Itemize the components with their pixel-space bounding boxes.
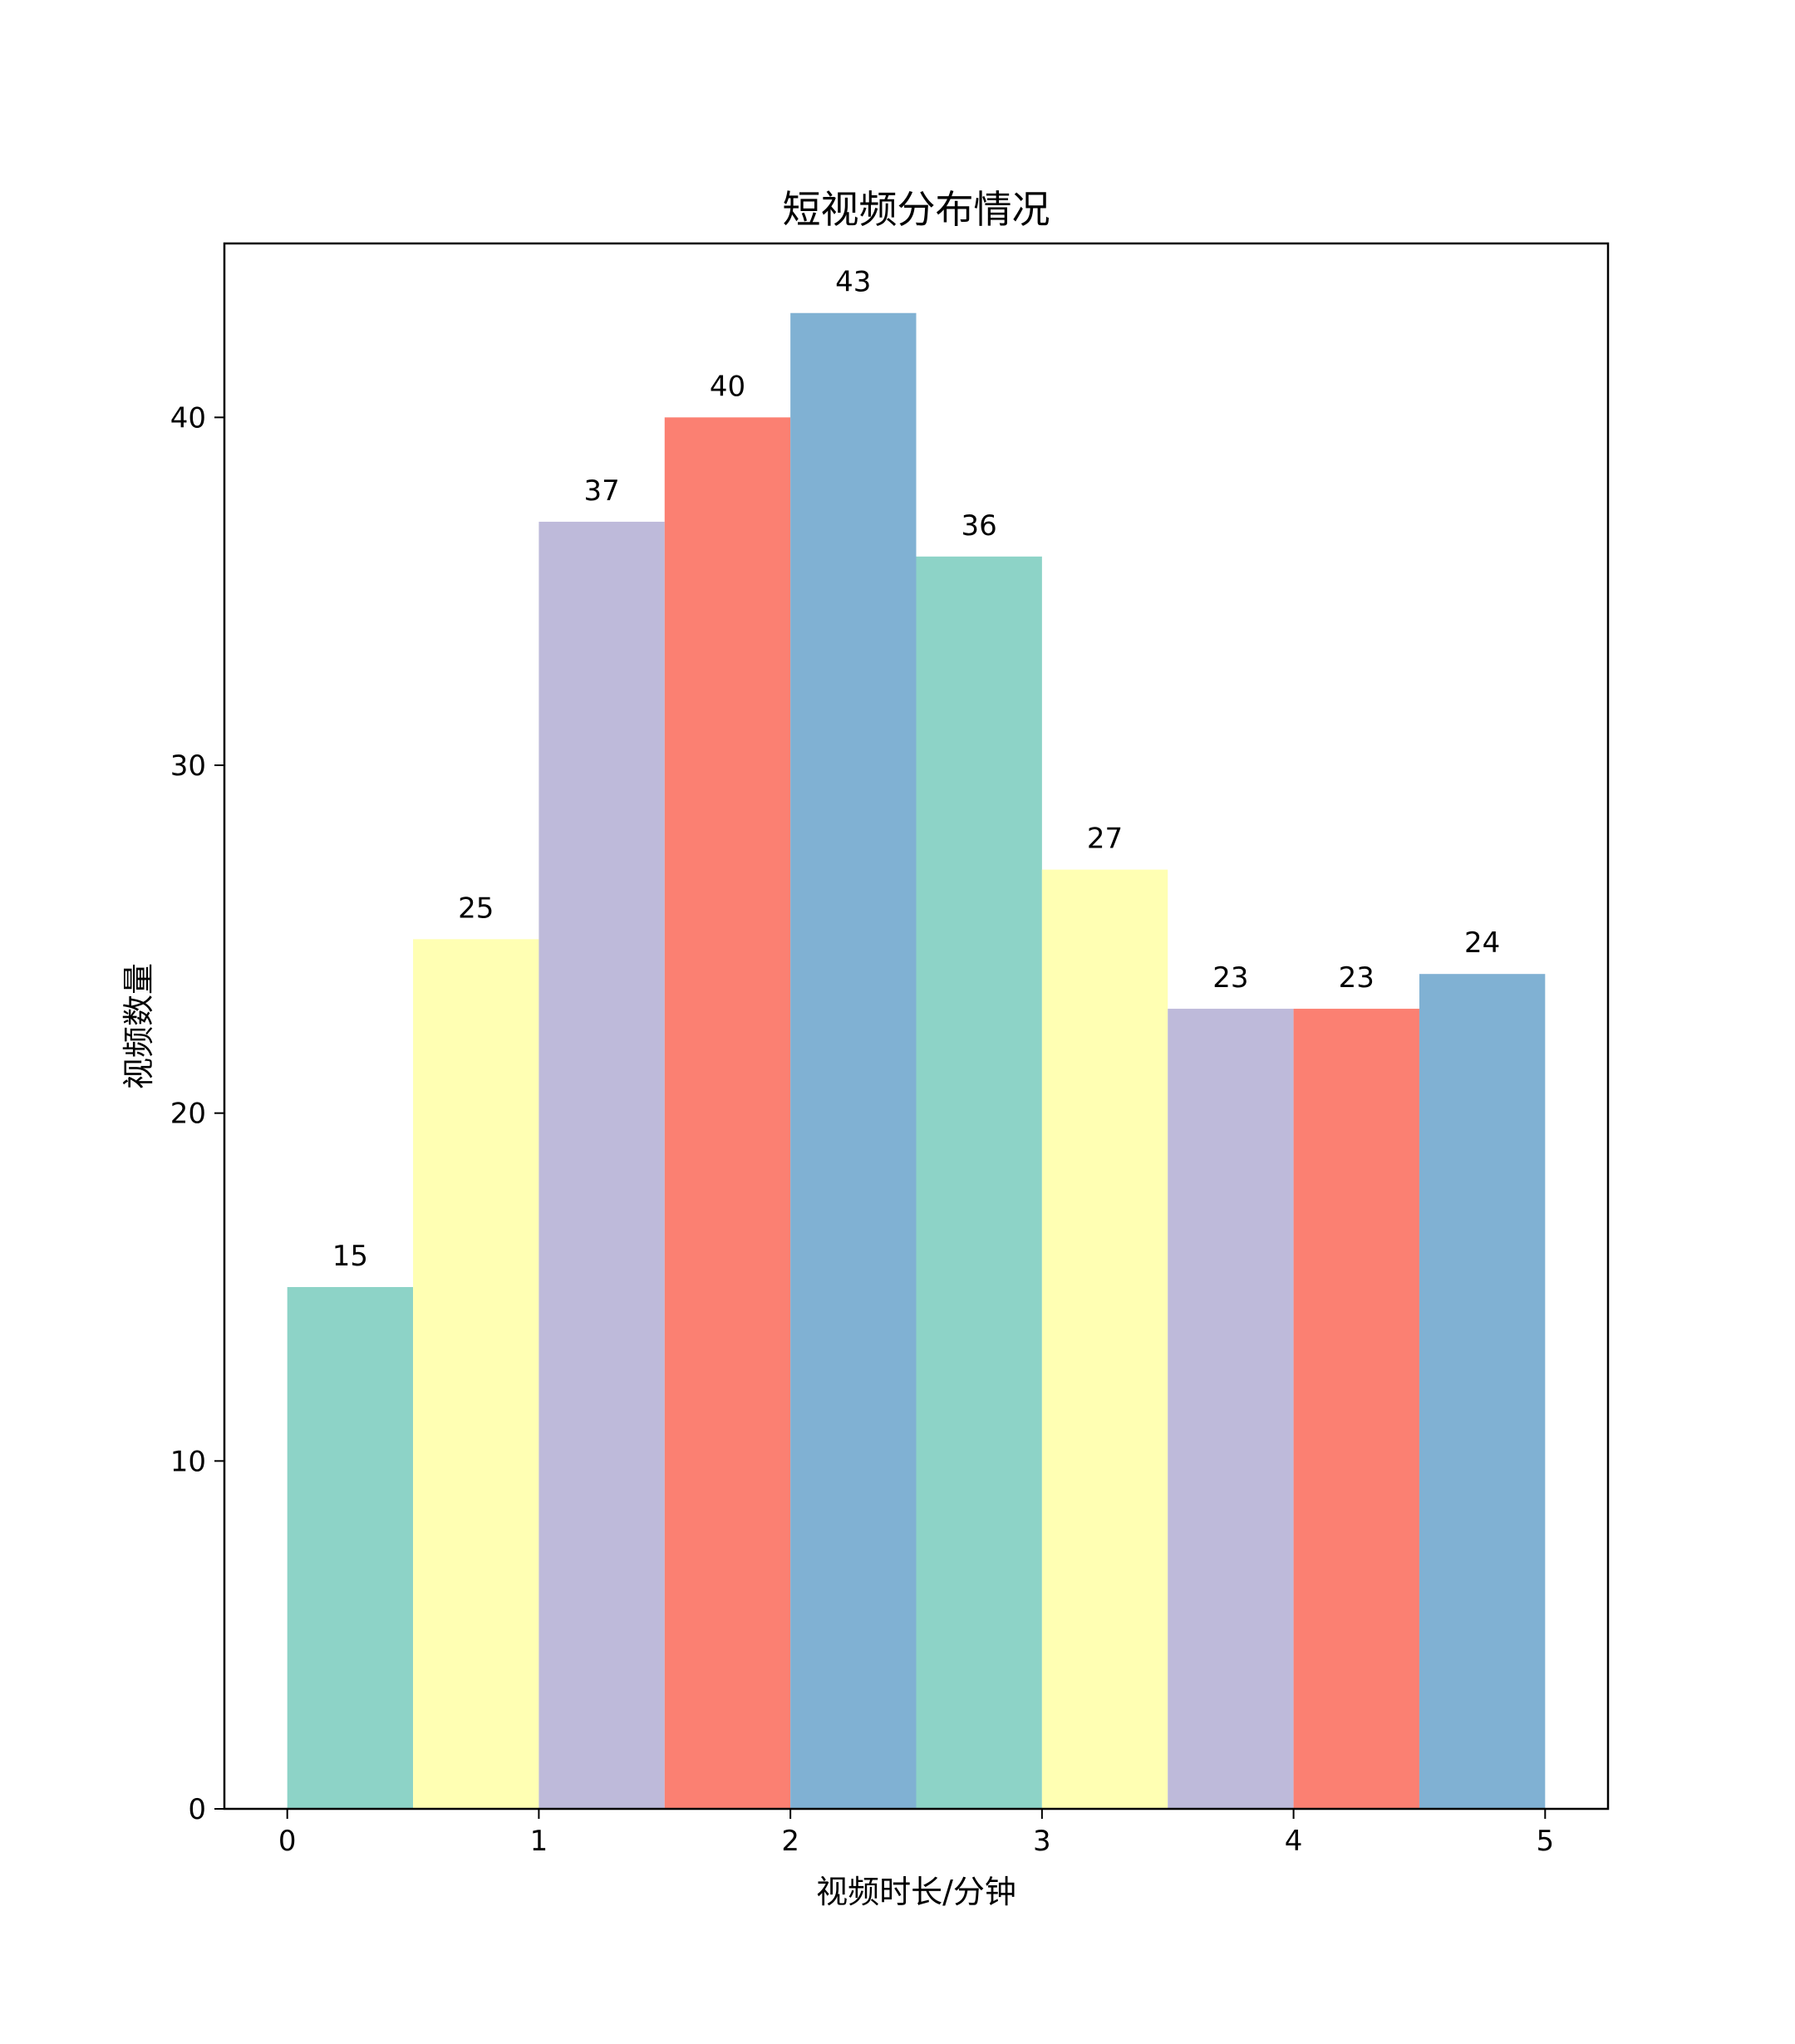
bar-labels-group: 15 25 37 40 43 36 27 23 23 24 [332,266,1501,1273]
plot-frame [223,242,1610,1811]
y-tick-label: 10 [170,1445,206,1478]
bar-value-label-0: 15 [332,1240,368,1273]
x-tick-label: 2 [781,1825,799,1858]
y-tick-label: 0 [188,1793,206,1826]
x-tick-label: 3 [1033,1825,1051,1858]
bar-value-label-5: 36 [961,509,997,543]
bar-4 [790,312,917,1809]
bar-value-label-3: 40 [710,370,745,403]
y-axis-title: 视频数量 [120,963,157,1089]
bar-7 [1168,1009,1294,1809]
x-tick-label: 5 [1536,1825,1554,1858]
bar-8 [1293,1009,1419,1809]
bar-2 [538,521,665,1809]
x-axis-ticks: 0 1 2 3 4 5 [278,1809,1554,1858]
bar-value-label-2: 37 [583,474,619,508]
x-tick-label: 4 [1285,1825,1303,1858]
bar-value-label-1: 25 [458,892,494,925]
bar-1 [413,939,539,1809]
bar-3 [664,417,791,1809]
bar-6 [1041,869,1168,1809]
bar-0 [287,1287,414,1809]
bar-9 [1419,974,1546,1809]
bar-5 [916,556,1042,1809]
x-tick-label: 1 [530,1825,548,1858]
bar-value-label-4: 43 [835,266,871,299]
bars-group [287,312,1546,1809]
chart-title: 短视频分布情况 [783,187,1050,232]
x-tick-label: 0 [278,1825,297,1858]
x-axis-title: 视频时长/分钟 [816,1874,1016,1910]
bar-value-label-8: 23 [1339,961,1375,995]
bar-value-label-6: 27 [1087,823,1123,856]
y-tick-label: 40 [170,401,206,435]
bar-value-label-9: 24 [1464,926,1500,960]
bar-value-label-7: 23 [1212,961,1248,995]
y-tick-label: 30 [170,749,206,783]
y-axis-ticks: 0 10 20 30 40 [170,401,224,1826]
y-tick-label: 20 [170,1098,206,1131]
